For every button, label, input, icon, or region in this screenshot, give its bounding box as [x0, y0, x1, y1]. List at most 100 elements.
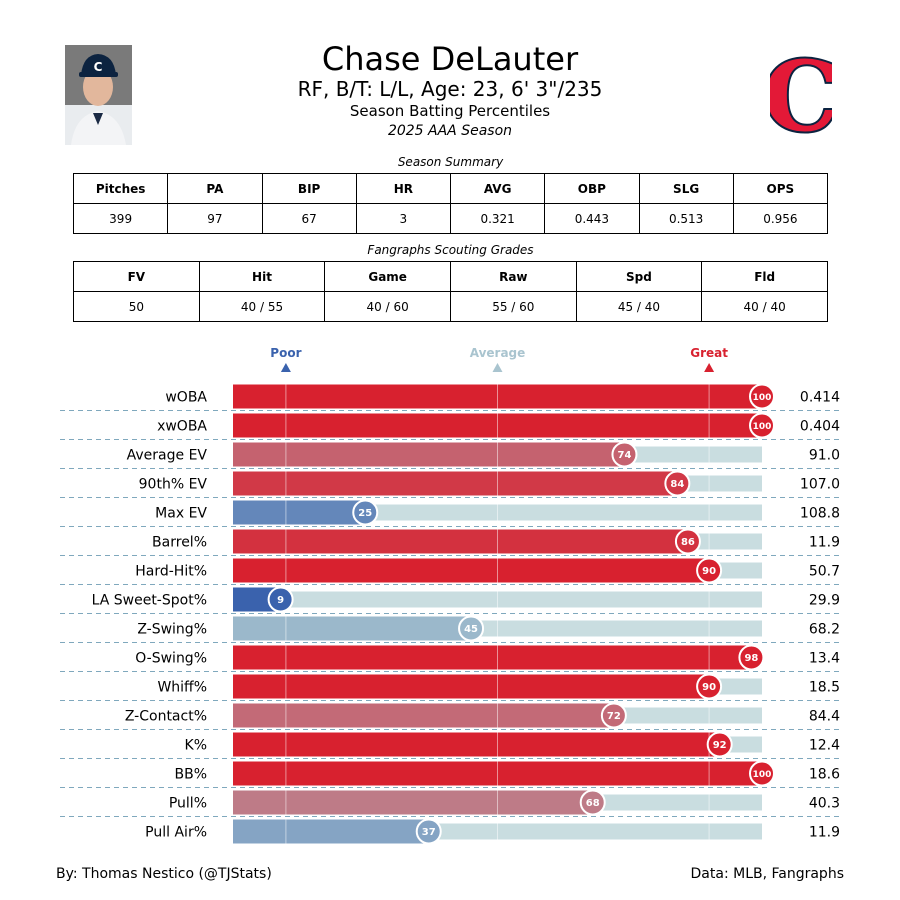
percentile-circle: [674, 528, 701, 555]
scale-label-great: Great: [690, 346, 728, 360]
grades-value-fv: 50: [73, 291, 200, 322]
percentile-label: 98: [744, 653, 758, 664]
player-name: Chase DeLauter: [321, 40, 579, 78]
percentile-bar: [233, 703, 614, 728]
summary-header-bip: BIP: [261, 173, 357, 204]
percentile-bar: [233, 471, 678, 496]
percentile-circle: [706, 731, 733, 758]
percentile-label: 68: [586, 798, 600, 809]
grades-value-spd: 45 / 40: [575, 291, 703, 322]
summary-value-row: 399 97 67 3 0.321 0.443 0.513 0.956: [72, 203, 829, 234]
percentile-bar: [233, 500, 366, 525]
summary-value-avg: 0.321: [449, 203, 546, 234]
category-label: Pull%: [169, 796, 207, 812]
percentile-circle: [749, 383, 775, 410]
grades-header-row: FV Hit Game Raw Spd Fld: [73, 261, 828, 292]
scale-label-poor: Poor: [270, 346, 301, 360]
percentile-label: 25: [358, 508, 372, 519]
player-info: RF, B/T: L/L, Age: 23, 6' 3"/235: [297, 77, 603, 101]
summary-header-avg: AVG: [449, 173, 546, 204]
category-label: Pull Air%: [145, 825, 207, 841]
stat-value-label: 0.404: [800, 419, 840, 435]
cap-letter: C: [94, 60, 103, 74]
stat-value-label: 107.0: [800, 477, 840, 493]
stat-value-label: 40.3: [809, 796, 840, 812]
category-label: Whiff%: [157, 680, 207, 696]
summary-value-pitches: 399: [72, 203, 169, 234]
category-label: BB%: [174, 767, 207, 783]
percentile-label: 86: [681, 537, 695, 548]
percentile-circle: [600, 702, 627, 729]
percentile-bar: [233, 674, 710, 699]
stat-value-label: 29.9: [809, 593, 840, 609]
percentile-circle: [664, 470, 691, 497]
category-label: Hard-Hit%: [135, 564, 207, 580]
stat-value-label: 68.2: [809, 622, 840, 638]
percentile-bar: [233, 558, 710, 583]
percentile-label: 74: [617, 450, 631, 461]
percentile-label: 92: [713, 740, 727, 751]
percentile-label: 84: [670, 479, 684, 490]
grades-header-raw: Raw: [449, 261, 577, 292]
grades-header-hit: Hit: [198, 261, 326, 292]
percentile-circle: [749, 760, 775, 787]
grades-value-fld: 40 / 40: [701, 291, 828, 322]
scale-marker-poor-icon: [280, 363, 291, 372]
summary-header-hr: HR: [355, 173, 452, 204]
grades-value-row: 50 40 / 55 40 / 60 55 / 60 45 / 40 40 / 40: [73, 291, 828, 322]
percentile-label: 100: [753, 770, 772, 780]
category-label: 90th% EV: [139, 477, 208, 493]
percentile-bar: [233, 732, 720, 757]
category-label: K%: [185, 738, 207, 754]
percentile-bar: [233, 645, 752, 670]
percentile-label: 37: [422, 827, 436, 838]
percentile-circle: [749, 412, 775, 439]
percentile-chart: Poor Average Great wOBA 100 0.414 xwOBA 100 0.40…: [60, 346, 840, 845]
category-label: Average EV: [127, 448, 208, 464]
footer-source: Data: MLB, Fangraphs: [690, 866, 844, 882]
stat-value-label: 50.7: [809, 564, 840, 580]
percentile-circle: [738, 644, 765, 671]
summary-header-pitches: Pitches: [72, 173, 169, 204]
stat-value-label: 108.8: [800, 506, 840, 522]
percentile-circle: [696, 557, 723, 584]
summary-header-obp: OBP: [544, 173, 640, 204]
percentile-bar: [233, 819, 429, 844]
stat-value-label: 12.4: [809, 738, 840, 754]
percentile-bar: [233, 529, 688, 554]
grades-header-fv: FV: [73, 261, 200, 292]
percentile-circle: [611, 441, 638, 468]
percentile-label: 90: [702, 682, 716, 693]
player-headshot-image: C: [65, 45, 132, 145]
summary-caption: Season Summary: [397, 155, 504, 169]
percentile-circle: [579, 789, 606, 816]
scale-marker-average-icon: [492, 363, 503, 372]
team-logo: C: [770, 50, 832, 142]
category-label: LA Sweet-Spot%: [92, 593, 207, 609]
percentile-circle: [458, 615, 485, 642]
stat-value-label: 91.0: [809, 448, 840, 464]
grades-caption: Fangraphs Scouting Grades: [367, 243, 534, 257]
report-title: Season Batting Percentiles: [349, 102, 551, 120]
summary-value-ops: 0.956: [732, 203, 829, 234]
percentile-label: 100: [753, 393, 772, 403]
percentile-label: 100: [753, 422, 772, 432]
summary-header-pa: PA: [167, 173, 263, 204]
category-label: O-Swing%: [135, 651, 207, 667]
grades-value-raw: 55 / 60: [449, 291, 577, 322]
season-summary-table: Pitches PA BIP HR AVG OBP SLG OPS 399 97 67 3 0.321…: [72, 173, 829, 234]
footer-credit: By: Thomas Nestico (@TJStats): [56, 866, 272, 882]
summary-header-ops: OPS: [732, 173, 829, 204]
percentile-circle: [415, 818, 442, 845]
category-label: Z-Contact%: [125, 709, 207, 725]
category-label: wOBA: [165, 390, 207, 406]
percentile-bar: [233, 790, 593, 815]
stat-value-label: 0.414: [800, 390, 840, 406]
grades-header-spd: Spd: [575, 261, 703, 292]
scale-marker-great-icon: [704, 363, 715, 372]
stat-value-label: 18.5: [809, 680, 840, 696]
category-label: Barrel%: [152, 535, 207, 551]
percentile-circle: [696, 673, 723, 700]
summary-value-slg: 0.513: [638, 203, 734, 234]
grades-value-hit: 40 / 55: [198, 291, 326, 322]
